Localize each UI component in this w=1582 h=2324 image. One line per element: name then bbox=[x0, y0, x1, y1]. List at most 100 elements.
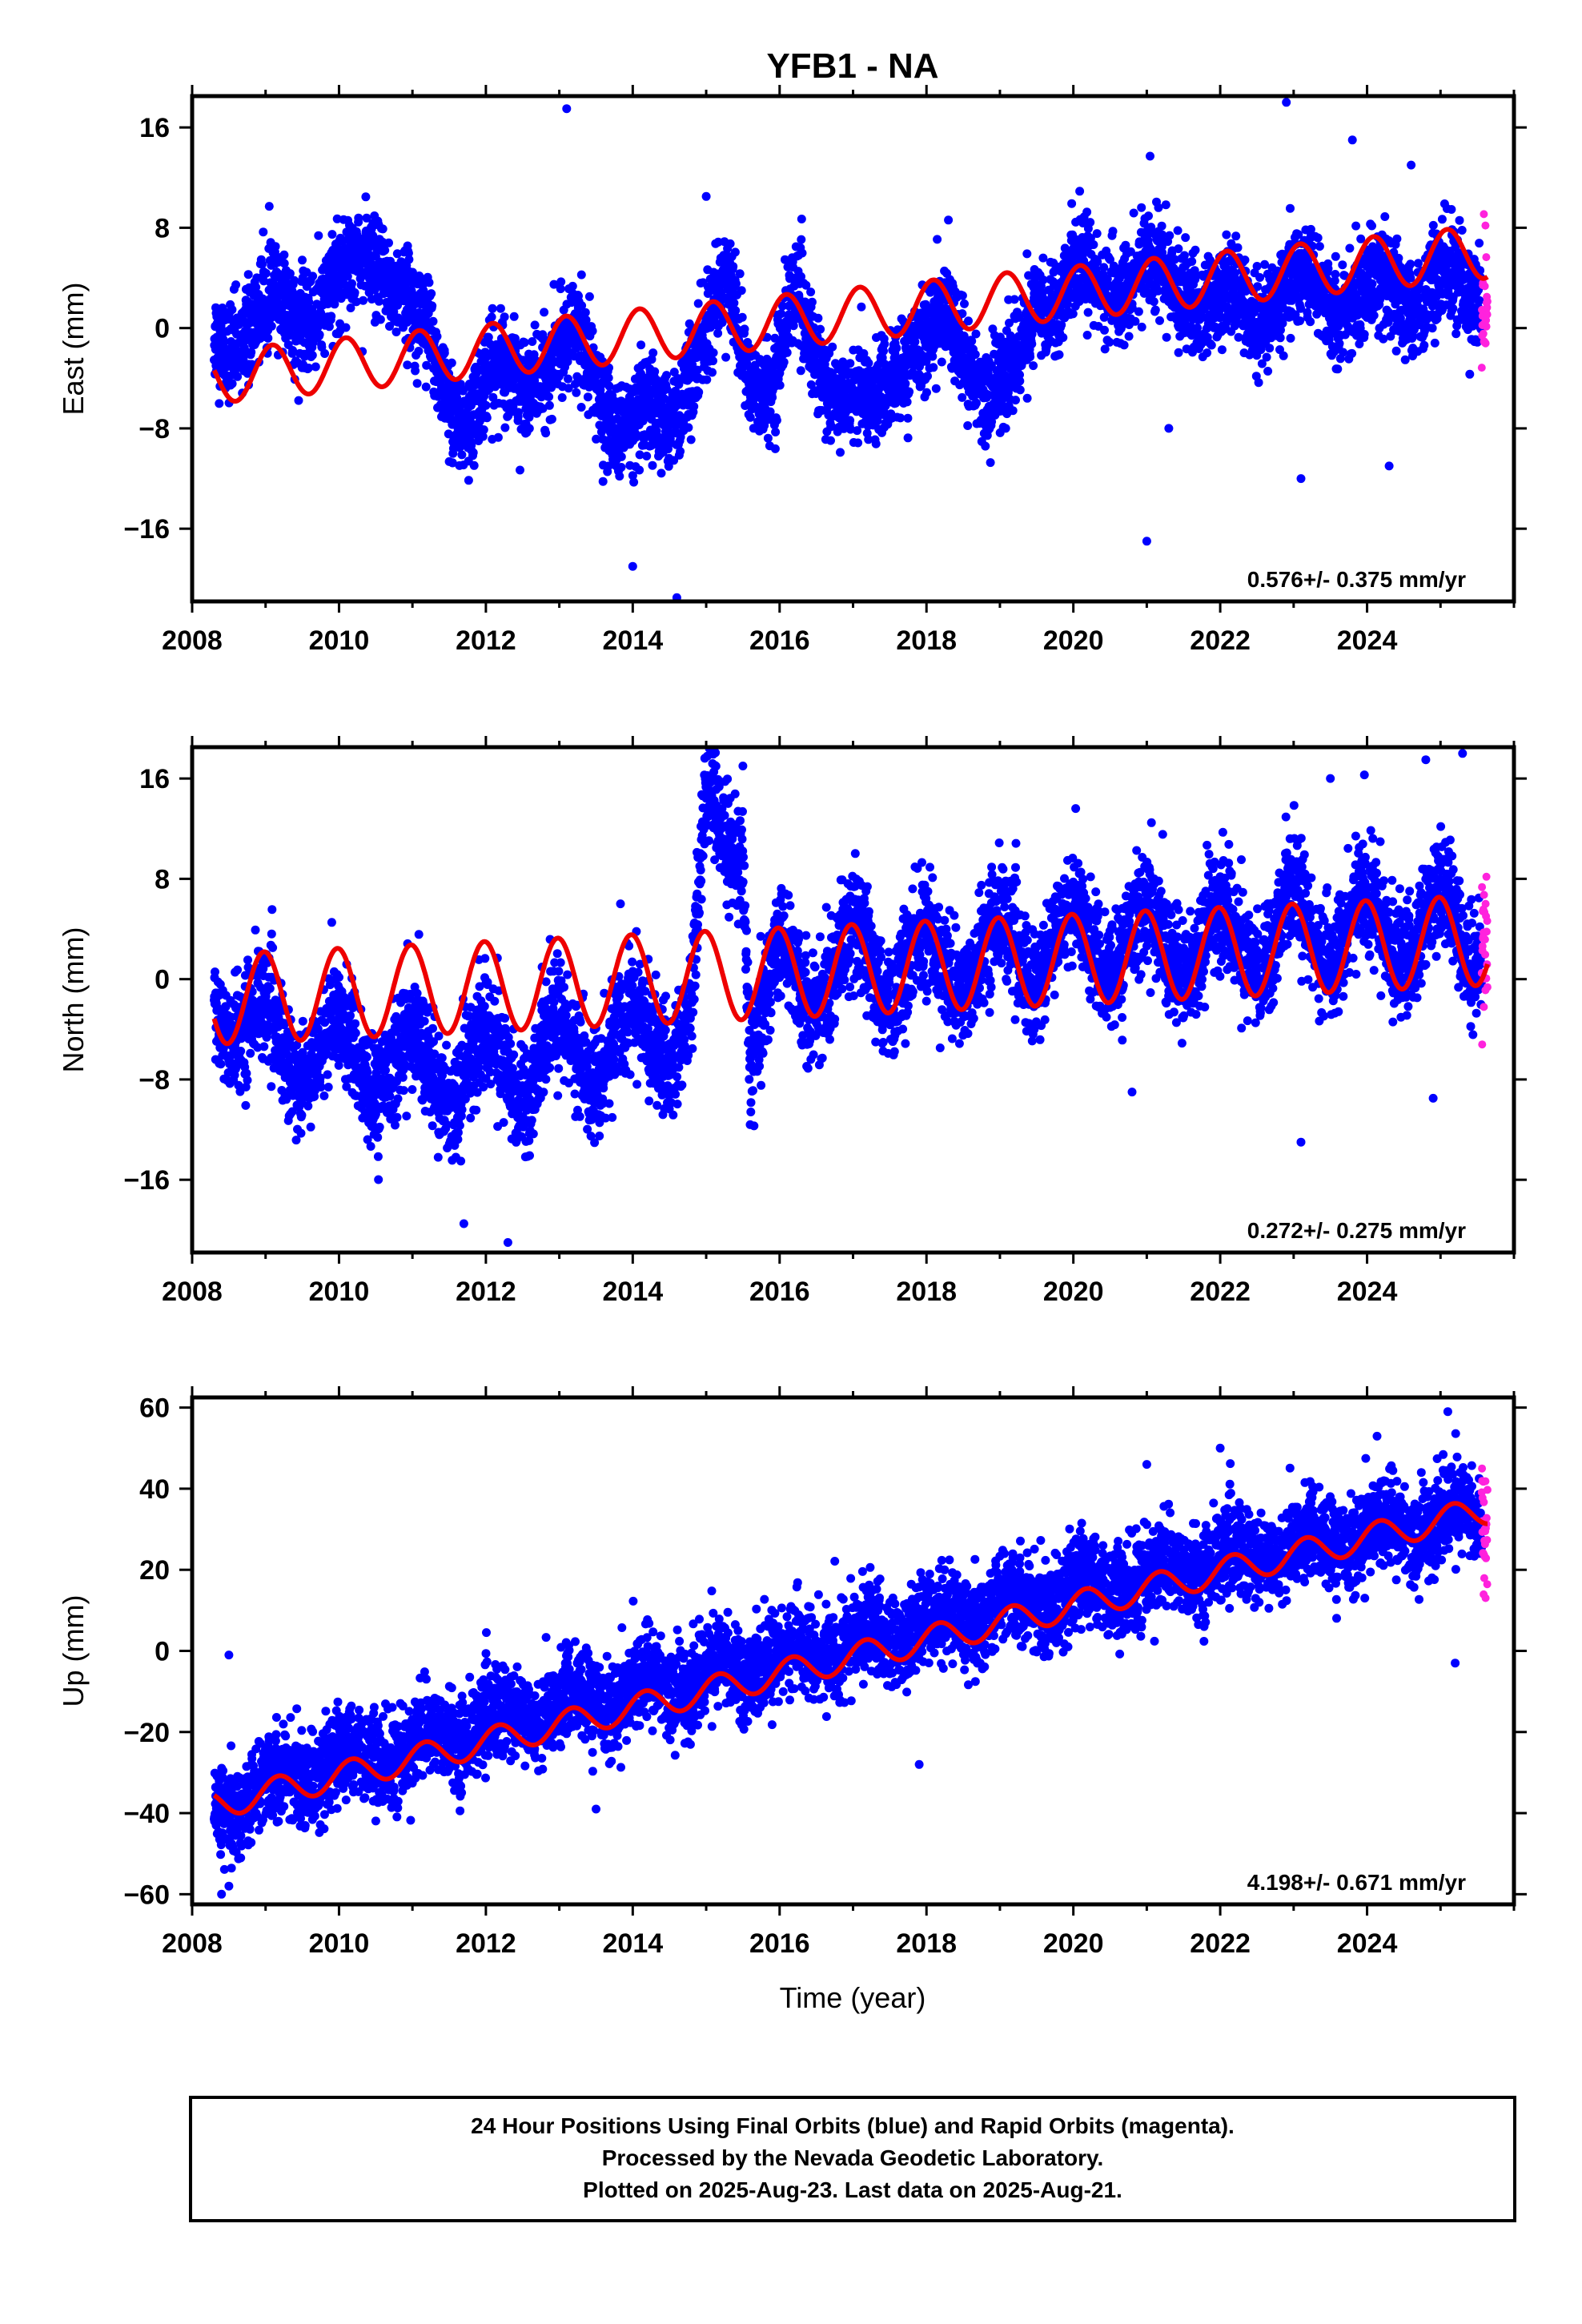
final-orbit-point bbox=[320, 349, 330, 358]
final-orbit-point bbox=[468, 448, 478, 457]
final-orbit-point bbox=[779, 357, 789, 367]
final-orbit-point bbox=[481, 400, 491, 410]
final-orbit-point bbox=[327, 230, 337, 239]
final-orbit-point bbox=[972, 398, 981, 408]
final-orbit-point bbox=[404, 248, 413, 258]
final-orbit-point bbox=[316, 309, 326, 318]
final-orbit-point bbox=[1150, 305, 1160, 315]
final-orbit-point bbox=[782, 348, 792, 357]
final-orbit-point bbox=[816, 324, 825, 334]
final-orbit-point bbox=[775, 380, 785, 390]
final-orbit-point bbox=[294, 396, 303, 405]
final-orbit-point bbox=[944, 215, 954, 225]
final-orbit-point bbox=[1217, 345, 1227, 355]
final-orbit-point bbox=[1231, 231, 1241, 241]
final-orbit-point bbox=[327, 312, 336, 321]
final-orbit-point bbox=[392, 249, 402, 259]
final-orbit-point bbox=[1233, 243, 1243, 252]
final-orbit-point bbox=[864, 358, 873, 368]
final-orbit-point bbox=[1029, 361, 1038, 371]
final-orbit-point bbox=[857, 302, 866, 312]
final-orbit-point bbox=[1026, 352, 1035, 362]
final-orbit-point bbox=[1010, 295, 1019, 304]
final-orbit-point bbox=[1054, 350, 1064, 360]
final-orbit-point bbox=[484, 332, 493, 342]
final-orbit-point bbox=[564, 374, 572, 384]
final-orbit-point bbox=[1161, 200, 1170, 210]
final-orbit-point bbox=[1022, 393, 1032, 403]
final-orbit-point bbox=[308, 271, 318, 281]
final-orbit-point bbox=[584, 292, 594, 301]
final-orbit-point bbox=[1252, 262, 1262, 271]
final-orbit-point bbox=[496, 304, 505, 313]
final-orbit-point bbox=[384, 238, 393, 247]
final-orbit-point bbox=[227, 305, 237, 315]
final-orbit-point bbox=[307, 351, 317, 360]
final-orbit-point bbox=[730, 247, 740, 257]
final-orbit-point bbox=[1129, 208, 1138, 218]
final-orbit-point bbox=[427, 289, 436, 299]
final-orbit-point bbox=[1306, 317, 1315, 327]
data-points bbox=[210, 98, 1492, 601]
final-orbit-point bbox=[797, 215, 806, 223]
final-orbit-point bbox=[616, 452, 626, 461]
final-orbit-point bbox=[487, 312, 496, 322]
final-orbit-point bbox=[970, 350, 980, 360]
final-orbit-point bbox=[629, 477, 639, 487]
final-orbit-point bbox=[1190, 266, 1199, 275]
final-orbit-point bbox=[457, 450, 467, 460]
final-orbit-point bbox=[770, 444, 780, 453]
final-orbit-point bbox=[452, 393, 462, 403]
final-orbit-point bbox=[1124, 332, 1134, 341]
final-orbit-point bbox=[576, 270, 586, 279]
final-orbit-point bbox=[557, 393, 567, 402]
final-orbit-point bbox=[1263, 367, 1273, 376]
east-panel: 2008 2010 2012 2014 2016 2018 2020 2022 20241680… bbox=[57, 85, 1527, 656]
final-orbit-point bbox=[350, 287, 359, 297]
final-orbit-point bbox=[598, 476, 608, 486]
final-orbit-point bbox=[1187, 257, 1197, 266]
final-orbit-point bbox=[414, 347, 424, 356]
final-orbit-point bbox=[1191, 245, 1200, 255]
final-orbit-point bbox=[544, 400, 554, 410]
final-orbit-point bbox=[1146, 151, 1154, 161]
final-orbit-point bbox=[391, 328, 401, 336]
final-orbit-point bbox=[1082, 331, 1092, 340]
final-orbit-point bbox=[488, 304, 497, 313]
final-orbit-point bbox=[268, 278, 278, 287]
final-orbit-point bbox=[1203, 348, 1212, 358]
final-orbit-point bbox=[354, 213, 363, 223]
final-orbit-point bbox=[285, 269, 295, 279]
final-orbit-point bbox=[1157, 221, 1166, 231]
final-orbit-point bbox=[215, 399, 224, 408]
final-orbit-point bbox=[650, 367, 660, 376]
final-orbit-point bbox=[351, 297, 361, 307]
final-orbit-point bbox=[271, 242, 280, 251]
final-orbit-point bbox=[330, 300, 339, 309]
final-orbit-point bbox=[958, 392, 967, 402]
figure-title: YFB1 - NA bbox=[766, 46, 938, 86]
final-orbit-point bbox=[958, 291, 967, 300]
final-orbit-point bbox=[1146, 223, 1156, 232]
final-orbit-point bbox=[1279, 351, 1288, 360]
final-orbit-point bbox=[1130, 316, 1140, 326]
final-orbit-point bbox=[432, 332, 442, 341]
final-orbit-point bbox=[1262, 352, 1271, 362]
final-orbit-point bbox=[826, 436, 835, 445]
final-orbit-point bbox=[448, 458, 457, 468]
final-orbit-point bbox=[901, 379, 910, 388]
final-orbit-point bbox=[731, 306, 741, 316]
final-orbit-point bbox=[422, 360, 432, 370]
final-orbit-point bbox=[1174, 244, 1183, 254]
final-orbit-point bbox=[1137, 322, 1146, 332]
final-orbit-point bbox=[374, 296, 383, 306]
final-orbit-point bbox=[845, 416, 855, 425]
final-orbit-point bbox=[493, 432, 503, 442]
final-orbit-point bbox=[937, 357, 946, 367]
final-orbit-point bbox=[1155, 316, 1164, 325]
final-orbit-point bbox=[378, 224, 387, 234]
final-orbit-point bbox=[1068, 309, 1078, 319]
final-orbit-point bbox=[332, 214, 342, 223]
final-orbit-point bbox=[686, 435, 696, 444]
